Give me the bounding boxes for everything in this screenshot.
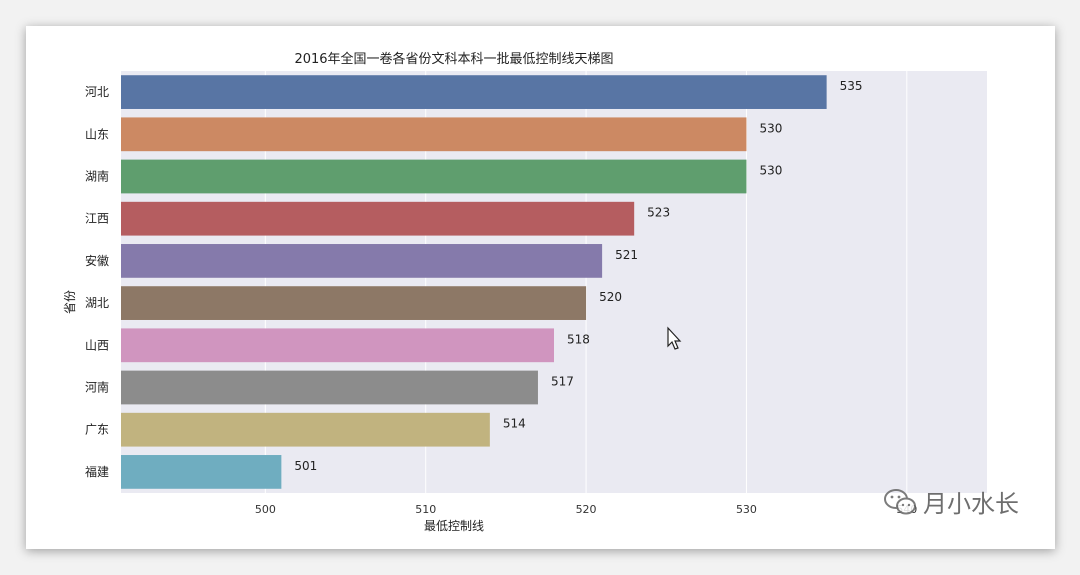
bar [121, 159, 747, 194]
x-axis-label: 最低控制线 [424, 519, 484, 533]
data-label: 523 [647, 206, 670, 220]
bar [121, 412, 490, 447]
bar [121, 286, 587, 320]
bar [121, 201, 635, 236]
bar [121, 244, 603, 278]
y-tick-label: 河北 [85, 85, 109, 99]
data-label: 517 [551, 375, 574, 389]
y-axis-label: 省份 [63, 290, 77, 314]
bar-chart: 500510520530540河北535山东530湖南530江西523安徽521… [63, 51, 987, 533]
data-label: 518 [567, 332, 590, 346]
y-tick-label: 山西 [85, 338, 109, 352]
data-label: 535 [840, 79, 863, 93]
x-tick-label: 520 [576, 503, 597, 516]
data-label: 530 [759, 164, 782, 178]
watermark-text: 月小水长 [923, 490, 1019, 518]
wechat-icon [884, 488, 916, 514]
y-tick-label: 江西 [85, 212, 109, 226]
chart-title: 2016年全国一卷各省份文科本科一批最低控制线天梯图 [294, 51, 613, 67]
y-tick-label: 湖北 [85, 295, 109, 310]
data-label: 520 [599, 290, 622, 304]
y-tick-label: 河南 [85, 380, 109, 395]
cursor-icon [667, 326, 682, 350]
data-label: 501 [294, 459, 317, 473]
data-label: 530 [759, 121, 782, 135]
x-tick-label: 500 [255, 503, 276, 516]
bar [121, 328, 554, 363]
bar [121, 75, 827, 109]
y-tick-label: 湖南 [85, 169, 109, 184]
watermark: 月小水长 [883, 484, 1019, 519]
y-tick-label: 广东 [85, 423, 109, 437]
x-tick-label: 530 [736, 503, 757, 516]
y-tick-label: 福建 [85, 464, 109, 479]
y-tick-label: 山东 [85, 127, 109, 141]
chart-card: 500510520530540河北535山东530湖南530江西523安徽521… [26, 26, 1055, 549]
bar [121, 455, 282, 489]
bar [121, 117, 747, 152]
bar [121, 370, 538, 405]
data-label: 521 [615, 248, 638, 262]
y-tick-label: 安徽 [85, 253, 109, 268]
data-label: 514 [503, 417, 526, 431]
x-tick-label: 510 [415, 503, 436, 516]
